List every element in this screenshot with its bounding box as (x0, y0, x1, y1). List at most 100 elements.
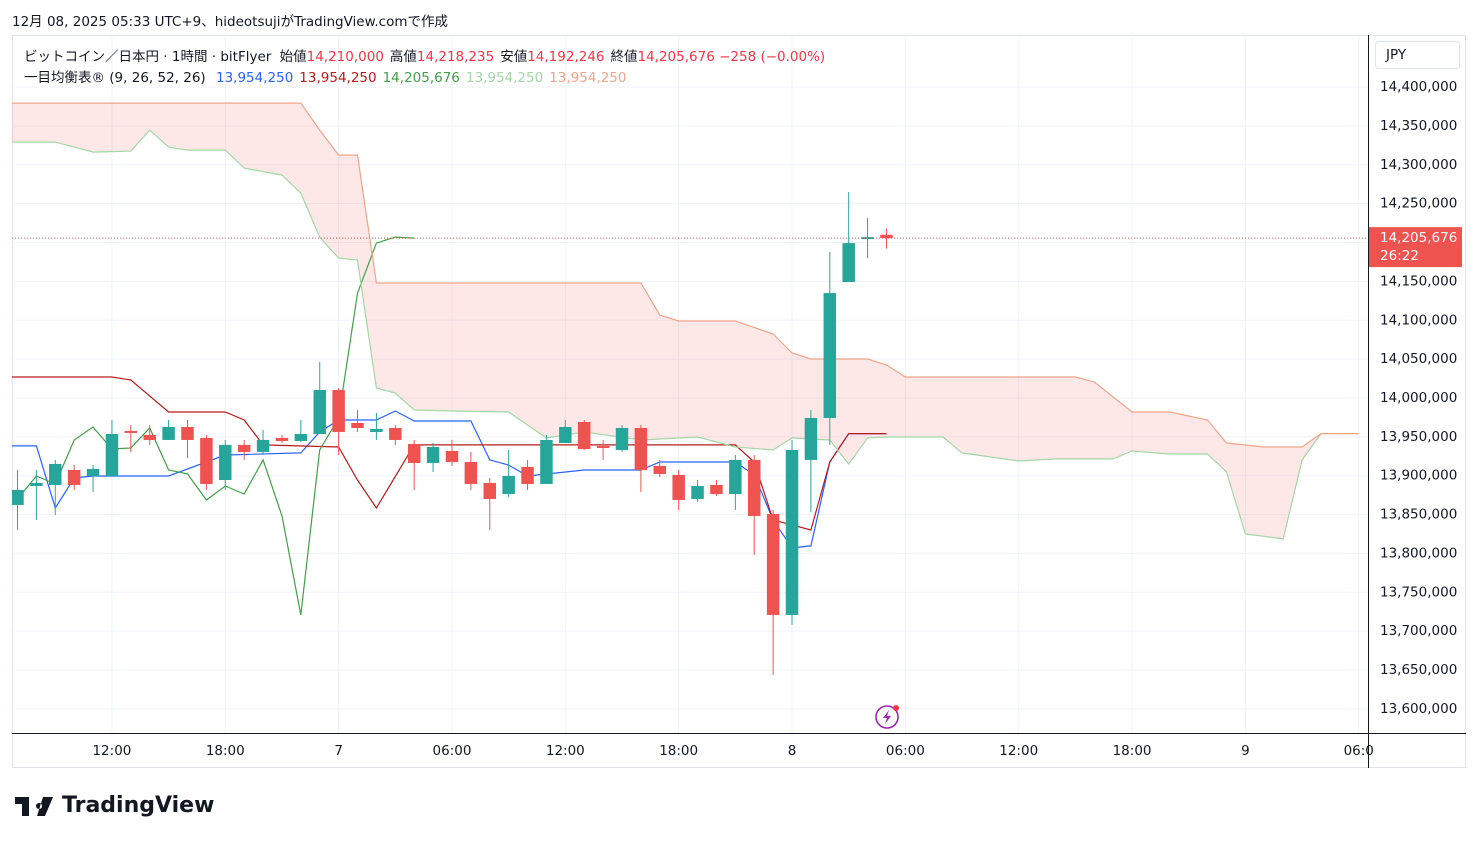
candle-body (49, 463, 62, 485)
y-tick-label: 14,100,000 (1380, 312, 1457, 328)
currency: JPY (1385, 47, 1407, 63)
y-tick-label: 13,750,000 (1380, 584, 1457, 600)
y-tick-label: 13,850,000 (1380, 507, 1457, 523)
candle-body (577, 422, 591, 449)
candle-body (351, 422, 364, 428)
candle-body (67, 469, 81, 485)
candle-body (483, 482, 496, 499)
countdown: 26:22 (1380, 248, 1419, 264)
ohlc-label: 高値 (389, 49, 417, 65)
x-tick-label: 8 (788, 743, 797, 759)
y-tick-label: 13,600,000 (1380, 701, 1457, 717)
y-tick-label: 13,700,000 (1380, 623, 1457, 639)
candle-body (502, 475, 515, 494)
y-tick-label: 14,000,000 (1380, 390, 1457, 406)
ohlc-label: 安値 (500, 49, 528, 65)
candle-body (219, 444, 232, 480)
candle-body (445, 451, 459, 462)
legend-row: ビットコイン／日本円 · 1時間 · bitFlyer 始値14,210,000… (24, 45, 825, 65)
x-tick-label: 06:00 (886, 743, 925, 759)
x-tick-label: 12:00 (999, 743, 1038, 759)
candle-body (181, 426, 194, 440)
candle-body (256, 439, 270, 452)
candle-body (407, 444, 421, 463)
x-tick-label: 18:00 (1113, 743, 1152, 759)
candle-body (370, 429, 383, 432)
x-tick-label: 12:00 (546, 743, 585, 759)
ohlc-value: 14,192,246 (527, 49, 605, 65)
created-note: 12月 08, 2025 05:33 UTC+9、hideotsujiがTrad… (12, 14, 449, 30)
brand-name: TradingView (62, 793, 214, 818)
candle-body (691, 485, 704, 499)
last-price-label: 14,205,676 (1380, 230, 1457, 246)
x-tick-label: 06:00 (433, 743, 472, 759)
y-tick-label: 13,900,000 (1380, 468, 1457, 484)
candle-body (200, 437, 213, 484)
axes: 13,600,000 13,650,000 13,700,000 13,750,000… (92, 79, 1462, 759)
y-tick-label: 14,400,000 (1380, 79, 1457, 95)
candle-body (464, 461, 478, 484)
candle-body (275, 437, 289, 441)
symbol: ビットコイン／日本円 · 1時間 · bitFlyer (24, 49, 272, 65)
x-tick-label: 18:00 (659, 743, 698, 759)
currency-box[interactable] (1375, 41, 1460, 69)
candle-body (124, 430, 138, 433)
brand-logo[interactable]: TradingView (15, 793, 214, 818)
x-tick-label: 7 (334, 743, 343, 759)
indicator-line (12, 376, 887, 531)
candle-body (86, 468, 100, 476)
frame (12, 35, 1466, 768)
y-tick-label: 13,650,000 (1380, 662, 1457, 678)
x-tick-label: 12:00 (92, 743, 131, 759)
candle-body (559, 426, 572, 443)
indicator-value: 13,954,250 (299, 70, 377, 86)
candle-body (615, 427, 629, 450)
candle-body (143, 434, 156, 440)
indicator-line (12, 102, 1359, 448)
candle-body (332, 389, 345, 432)
candle-body (30, 482, 43, 486)
x-tick-label: 9 (1241, 743, 1250, 759)
indicator-value: 13,954,250 (465, 70, 544, 86)
indicator-line (12, 410, 887, 549)
candle-body (634, 427, 648, 470)
candle-body (729, 459, 742, 494)
candle-body (710, 484, 723, 494)
candle-body (540, 439, 553, 484)
candle-body (747, 459, 761, 516)
candle-body (766, 513, 780, 615)
y-tick-label: 14,350,000 (1380, 118, 1457, 134)
candle-body (653, 465, 667, 474)
candle-body (389, 427, 402, 440)
candle-body (823, 293, 837, 418)
indicator-label: 一目均衡表® (9, 26, 52, 26) (24, 70, 206, 86)
indicator-value: 13,954,250 (549, 70, 627, 86)
y-tick-label: 13,800,000 (1380, 545, 1457, 561)
indicator-row: 一目均衡表® (9, 26, 52, 26) 13,954,250 13,954,… (24, 66, 626, 86)
indicator-line (17, 236, 415, 616)
candle-body (672, 474, 685, 500)
indicator-value: 14,205,676 (382, 70, 460, 86)
x-tick-label: 06:0 (1344, 743, 1374, 759)
ohlc-value: 14,218,235 (416, 49, 495, 65)
y-tick-label: 14,150,000 (1380, 273, 1457, 289)
lightning-icon[interactable] (875, 705, 899, 729)
candle-body (880, 234, 893, 239)
last-price-box (1369, 227, 1462, 268)
y-tick-label: 14,250,000 (1380, 196, 1457, 212)
candle-body (237, 444, 251, 452)
candle-body (12, 489, 24, 505)
ohlc-value: 14,205,676 (637, 49, 715, 65)
candle-body (842, 243, 855, 283)
candle-body (426, 446, 440, 463)
candle-body (785, 449, 799, 615)
y-tick-label: 13,950,000 (1380, 429, 1457, 445)
candle-body (521, 466, 534, 484)
candle-body (804, 417, 818, 460)
candle-body (596, 445, 610, 448)
plot (12, 102, 1368, 675)
x-tick-label: 18:00 (206, 743, 245, 759)
indicator-value: 13,954,250 (216, 70, 294, 86)
